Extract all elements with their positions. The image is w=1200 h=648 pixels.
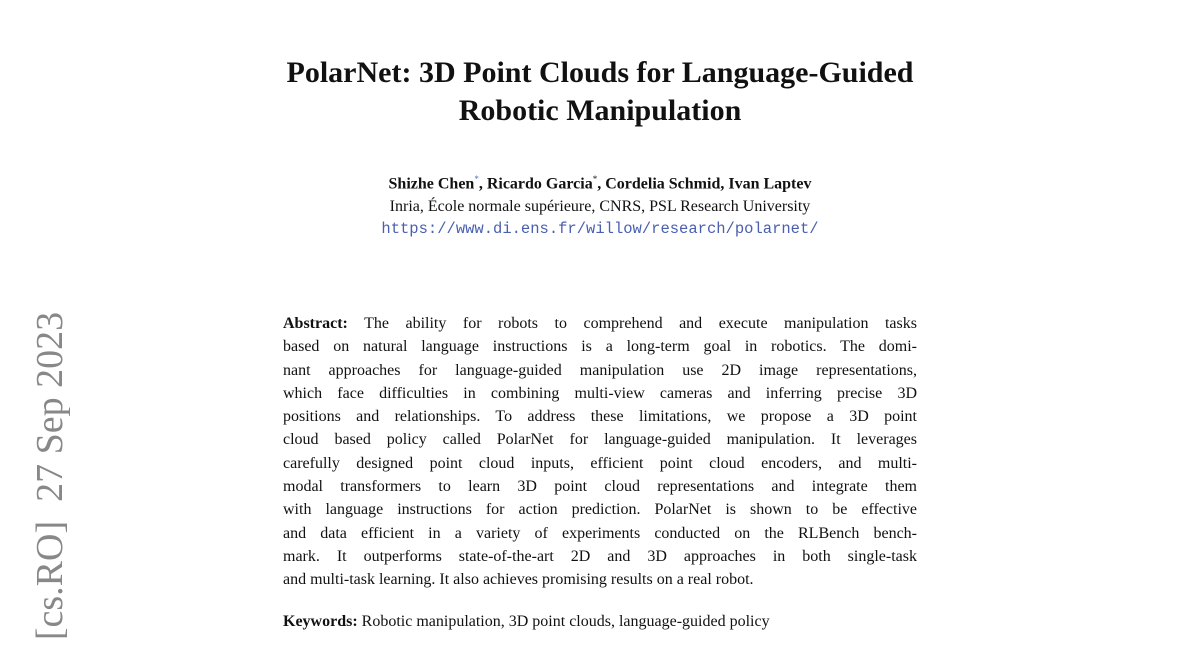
abstract-text: with language instructions for action pr… [283,501,917,519]
abstract-line: modal transformers to learn 3D point clo… [283,475,917,498]
affiliation: Inria, École normale supérieure, CNRS, P… [389,198,811,215]
author-mark: * [592,174,598,184]
abstract-text: The ability for robots to comprehend and… [364,315,917,332]
arxiv-sidebar: [cs.RO] 27 Sep 2023 [29,311,71,641]
keywords-label: Keywords: [283,613,358,630]
author-name: Ricardo Garcia [486,175,593,193]
abstract-text: modal transformers to learn 3D point clo… [283,478,917,496]
abstract-line: positions and relationships. To address … [283,405,917,428]
abstract-text: cloud based policy called PolarNet for l… [283,431,917,449]
author-name: Ivan Laptev [728,175,812,193]
abstract-text: positions and relationships. To address … [283,408,917,426]
abstract-text: nant approaches for language-guided mani… [283,361,917,379]
abstract-line: which face difficulties in combining mul… [283,382,917,405]
author-name: Cordelia Schmid [605,175,721,193]
abstract-line: carefully designed point cloud inputs, e… [283,452,917,475]
abstract-text: carefully designed point cloud inputs, e… [283,454,917,472]
abstract-line: nant approaches for language-guided mani… [283,359,917,382]
abstract-line: and data efficient in a variety of exper… [283,522,917,545]
abstract-line: cloud based policy called PolarNet for l… [283,428,917,451]
abstract-text: mark. It outperforms state-of-the-art 2D… [283,547,917,565]
author-name: Shizhe Chen [388,175,475,193]
abstract-label: Abstract: [283,315,348,332]
abstract-line: mark. It outperforms state-of-the-art 2D… [283,545,917,568]
abstract-text: and data efficient in a variety of exper… [283,524,917,542]
project-url[interactable]: https://www.di.ens.fr/willow/research/po… [381,220,819,238]
abstract-text: based on natural language instructions i… [283,338,917,356]
abstract-text: and multi-task learning. It also achieve… [283,571,754,589]
abstract-line: and multi-task learning. It also achieve… [283,568,917,591]
keywords: Keywords: Robotic manipulation, 3D point… [283,613,770,631]
abstract: Abstract: The ability for robots to comp… [283,312,917,592]
title-line: Robotic Manipulation [458,94,742,127]
authors: Shizhe Chen*, Ricardo Garcia*, Cordelia … [388,174,812,193]
title-line: PolarNet: 3D Point Clouds for Language-G… [286,56,914,89]
author-mark: * [474,174,479,184]
abstract-line: based on natural language instructions i… [283,335,917,358]
abstract-text: which face difficulties in combining mul… [283,384,917,402]
abstract-line: Abstract: The ability for robots to comp… [283,312,917,335]
abstract-line: with language instructions for action pr… [283,498,917,521]
keywords-text: Robotic manipulation, 3D point clouds, l… [361,613,770,630]
